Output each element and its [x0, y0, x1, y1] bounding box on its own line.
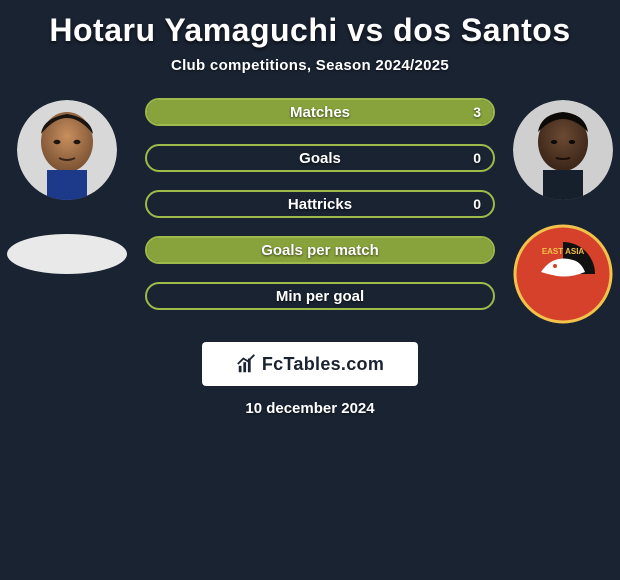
club-left-badge [7, 234, 127, 274]
bar-value-right: 3 [473, 104, 481, 120]
stat-bar: Matches3 [145, 98, 495, 126]
bar-fill-right [147, 100, 493, 124]
player-right-avatar [513, 100, 613, 200]
right-side: EAST ASIA [513, 98, 613, 324]
date-line: 10 december 2024 [0, 386, 620, 417]
stat-bar: Goals per match [145, 236, 495, 264]
club-right-badge: EAST ASIA [513, 224, 613, 324]
bar-label: Goals [147, 150, 493, 167]
brand-text: FcTables.com [262, 354, 384, 375]
season-subtitle: Club competitions, Season 2024/2025 [0, 57, 620, 98]
left-side [7, 98, 127, 274]
player-right-avatar-image [513, 100, 613, 200]
bar-value-right: 0 [473, 196, 481, 212]
main-area: Matches3Goals0Hattricks0Goals per matchM… [0, 98, 620, 324]
svg-text:EAST ASIA: EAST ASIA [542, 247, 585, 256]
stat-bar: Min per goal [145, 282, 495, 310]
player-left-avatar-image [17, 100, 117, 200]
bar-label: Hattricks [147, 196, 493, 213]
bar-value-right: 0 [473, 150, 481, 166]
page-title: Hotaru Yamaguchi vs dos Santos [0, 8, 620, 57]
stat-bars: Matches3Goals0Hattricks0Goals per matchM… [145, 98, 495, 310]
bar-label: Min per goal [147, 288, 493, 305]
stat-bar: Hattricks0 [145, 190, 495, 218]
bar-fill-right [147, 238, 493, 262]
comparison-card: Hotaru Yamaguchi vs dos Santos Club comp… [0, 0, 620, 417]
brand-badge[interactable]: FcTables.com [202, 342, 418, 386]
chart-icon [236, 353, 258, 375]
club-right-badge-image: EAST ASIA [513, 224, 613, 324]
player-left-avatar [17, 100, 117, 200]
stat-bar: Goals0 [145, 144, 495, 172]
